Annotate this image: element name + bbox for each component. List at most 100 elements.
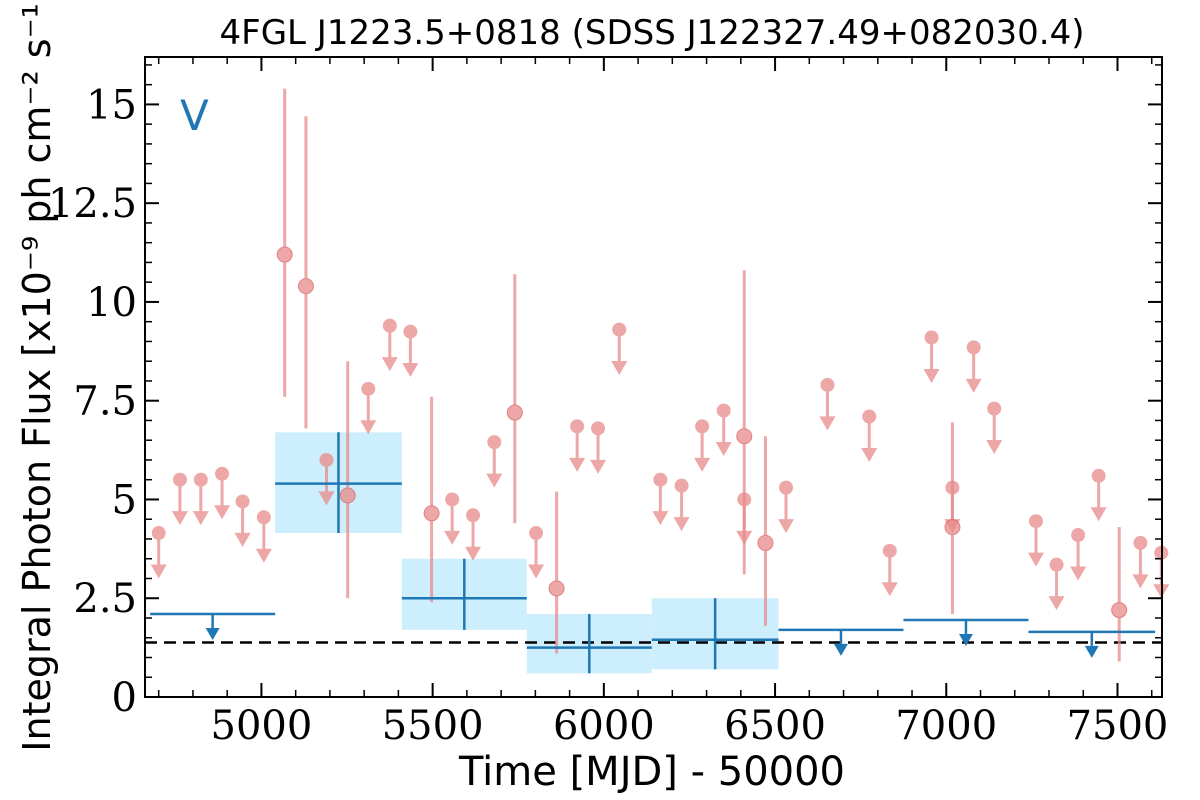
x-tick-label: 7500 xyxy=(1067,703,1169,749)
y-tick-label: 0 xyxy=(112,675,137,721)
long-bin-limit-arrowhead xyxy=(205,628,220,641)
short-bin-upper-limit xyxy=(673,478,690,532)
long-bin-upper-limit xyxy=(778,628,904,656)
short-bin-upper-limit xyxy=(171,472,188,526)
short-bin-detection xyxy=(757,436,774,626)
upper-limit-marker xyxy=(862,409,877,424)
panel-label: V xyxy=(180,91,209,140)
detection-marker xyxy=(944,519,961,536)
upper-limit-arrowhead xyxy=(1132,574,1149,589)
x-axis-label: Time [MJD] - 50000 xyxy=(458,749,845,795)
long-bin-layer xyxy=(150,432,1156,674)
long-bin-limit-arrowhead xyxy=(958,633,973,646)
upper-limit-marker xyxy=(319,452,334,467)
upper-limit-marker xyxy=(382,318,397,333)
y-tick-label: 15 xyxy=(86,82,137,128)
upper-limit-arrowhead xyxy=(444,530,461,545)
upper-limit-arrowhead xyxy=(861,447,878,462)
upper-limit-arrowhead xyxy=(150,564,167,579)
short-bin-upper-limit xyxy=(381,318,398,372)
long-bin-upper-limit xyxy=(1028,630,1156,658)
y-tick-label: 12.5 xyxy=(48,181,137,227)
upper-limit-marker xyxy=(1071,528,1086,543)
upper-limit-arrowhead xyxy=(778,519,795,534)
upper-limit-marker xyxy=(235,494,250,509)
upper-limit-arrowhead xyxy=(318,491,335,506)
upper-limit-arrowhead xyxy=(965,378,982,393)
long-bin-upper-limit xyxy=(150,612,276,641)
x-tick-label: 6500 xyxy=(724,703,826,749)
long-bin-upper-limit xyxy=(903,618,1029,646)
upper-limit-arrowhead xyxy=(1070,566,1087,581)
detection-marker xyxy=(548,580,565,597)
upper-limit-arrowhead xyxy=(694,457,711,472)
short-bin-upper-limit xyxy=(923,330,940,383)
upper-limit-arrowhead xyxy=(486,473,503,488)
short-bin-detection xyxy=(506,274,523,524)
short-bin-upper-limit xyxy=(778,480,795,534)
detection-marker xyxy=(736,428,753,445)
detection-marker xyxy=(1111,602,1128,619)
upper-limit-marker xyxy=(256,510,271,525)
short-bin-upper-limit xyxy=(652,472,669,526)
upper-limit-marker xyxy=(151,526,166,541)
upper-limit-arrowhead xyxy=(1048,596,1065,611)
upper-limit-arrowhead xyxy=(715,442,732,457)
short-bin-upper-limit xyxy=(881,543,898,597)
short-bin-detection xyxy=(339,361,356,599)
upper-limit-arrowhead xyxy=(381,357,398,372)
short-bin-upper-limit xyxy=(715,403,732,457)
detection-marker xyxy=(339,487,356,504)
y-tick-label: 2.5 xyxy=(73,576,137,622)
upper-limit-marker xyxy=(924,330,939,345)
upper-limit-marker xyxy=(1049,557,1064,572)
upper-limit-arrowhead xyxy=(1027,552,1044,567)
y-tick-label: 7.5 xyxy=(73,379,137,425)
upper-limit-arrowhead xyxy=(402,363,419,378)
upper-limit-marker xyxy=(403,324,418,339)
short-bin-upper-limit xyxy=(465,508,482,561)
short-bin-upper-limit xyxy=(611,322,628,376)
upper-limit-arrowhead xyxy=(171,511,188,526)
detection-marker xyxy=(757,534,774,551)
detection-marker xyxy=(297,278,314,295)
short-bin-upper-limit xyxy=(486,435,503,488)
short-bin-detection xyxy=(1111,527,1128,662)
upper-limit-marker xyxy=(466,508,481,523)
short-bin-upper-limit xyxy=(150,526,167,579)
upper-limit-marker xyxy=(570,419,585,434)
upper-limit-marker xyxy=(716,403,731,418)
long-bin-limit-arrowhead xyxy=(1084,645,1099,658)
short-bin-upper-limit xyxy=(1070,528,1087,581)
axis-ticks: 5000 5500 6000 6500 7000 7500 0 2.5 5 7.5 10 12.5 15 xyxy=(48,57,1168,749)
upper-limit-marker xyxy=(653,472,668,487)
upper-limit-marker xyxy=(215,466,230,481)
long-bin-limit-arrowhead xyxy=(833,643,848,656)
short-bin-upper-limit xyxy=(402,324,419,378)
short-bin-detection xyxy=(944,422,961,615)
detection-marker xyxy=(276,246,293,263)
upper-limit-marker xyxy=(966,340,981,355)
short-bin-upper-limit xyxy=(214,466,231,520)
upper-limit-marker xyxy=(882,543,897,558)
upper-limit-marker xyxy=(1091,468,1106,483)
upper-limit-arrowhead xyxy=(528,564,545,579)
upper-limit-arrowhead xyxy=(1090,507,1107,522)
x-tick-label: 7000 xyxy=(895,703,997,749)
short-bin-upper-limit xyxy=(861,409,878,462)
short-bin-upper-limit xyxy=(819,377,836,431)
short-bin-upper-limit xyxy=(444,492,461,545)
upper-limit-marker xyxy=(487,435,502,450)
upper-limit-arrowhead xyxy=(819,416,836,431)
short-bin-upper-limit xyxy=(528,526,545,579)
upper-limit-arrowhead xyxy=(881,582,898,597)
y-tick-label: 10 xyxy=(86,280,137,326)
upper-limit-arrowhead xyxy=(255,548,272,563)
upper-limit-marker xyxy=(591,421,606,436)
upper-limit-marker xyxy=(820,377,835,392)
short-bin-upper-limit xyxy=(360,381,377,435)
upper-limit-arrowhead xyxy=(923,368,940,383)
short-bin-upper-limit xyxy=(965,340,982,393)
short-bin-detection xyxy=(548,491,565,654)
upper-limit-arrowhead xyxy=(360,420,377,435)
